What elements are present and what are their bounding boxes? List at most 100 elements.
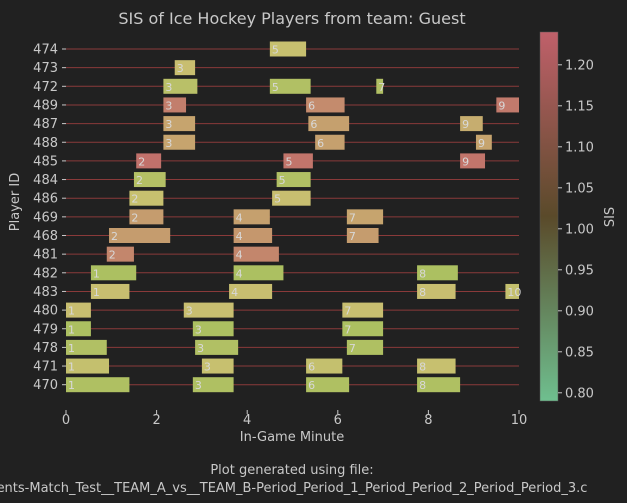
shift-label: 1 xyxy=(93,286,100,299)
colorbar-label: SIS xyxy=(603,207,618,227)
y-tick-label: 471 xyxy=(33,360,58,375)
shift-bar xyxy=(192,377,234,393)
shift-bar xyxy=(475,134,492,150)
footer-line-1: Plot generated using file: xyxy=(210,463,373,478)
shift-label: 4 xyxy=(236,249,243,262)
shift-bar xyxy=(269,78,311,94)
shift-label: 8 xyxy=(419,286,426,299)
shift-bar xyxy=(505,283,519,299)
shift-label: 5 xyxy=(272,44,279,57)
shift-label: 4 xyxy=(236,267,243,280)
y-tick-label: 478 xyxy=(33,341,58,356)
shift-bar xyxy=(233,246,279,262)
shift-label: 1 xyxy=(93,267,100,280)
shift-bar xyxy=(195,339,239,355)
y-tick-label: 489 xyxy=(33,98,58,113)
colorbar-tick-label: 1.15 xyxy=(565,99,594,114)
shift-bar xyxy=(109,228,171,243)
shift-bar xyxy=(346,209,384,225)
shift-label: 7 xyxy=(349,211,356,224)
shift-label: 3 xyxy=(195,323,202,336)
y-tick-label: 480 xyxy=(33,304,58,319)
shift-bar xyxy=(163,116,196,132)
shift-label: 7 xyxy=(349,342,356,355)
colorbar-tick-label: 1.00 xyxy=(565,222,594,237)
shift-bar xyxy=(133,172,166,188)
y-tick-label: 468 xyxy=(33,229,58,244)
y-tick-label: 472 xyxy=(33,80,58,95)
x-tick-label: 2 xyxy=(152,413,160,428)
shift-label: 4 xyxy=(236,230,243,243)
shift-label: 2 xyxy=(109,249,116,262)
shift-label: 3 xyxy=(165,99,172,112)
shift-label: 5 xyxy=(279,174,286,187)
shift-bar xyxy=(417,377,461,393)
shift-label: 1 xyxy=(68,305,75,318)
shift-bar xyxy=(283,153,313,169)
y-axis-label: Player ID xyxy=(8,173,23,231)
colorbar xyxy=(539,31,559,402)
shift-bar xyxy=(106,246,134,262)
chart-title: SIS of Ice Hockey Players from team: Gue… xyxy=(118,9,465,28)
shift-label: 6 xyxy=(308,99,315,112)
shift-bar xyxy=(306,97,345,113)
shift-label: 9 xyxy=(462,155,469,168)
colorbar-tick-label: 0.85 xyxy=(565,345,594,360)
shift-label: 1 xyxy=(68,342,75,355)
x-tick-label: 6 xyxy=(334,413,342,428)
shift-bar xyxy=(66,321,91,337)
shift-bar xyxy=(460,116,483,132)
shift-label: 2 xyxy=(111,230,118,243)
shift-bar xyxy=(233,209,270,225)
x-tick-label: 0 xyxy=(62,413,70,428)
shift-label: 9 xyxy=(498,99,505,112)
shift-bar xyxy=(163,97,187,113)
shift-label: 6 xyxy=(308,361,315,374)
shift-bar xyxy=(342,302,384,318)
shift-bar xyxy=(306,377,350,393)
shift-label: 3 xyxy=(165,81,172,94)
shift-label: 3 xyxy=(165,137,172,150)
colorbar-tick-label: 1.20 xyxy=(565,58,594,73)
shift-bar xyxy=(136,153,162,169)
y-tick-label: 485 xyxy=(33,154,58,169)
shift-label: 6 xyxy=(317,137,324,150)
shift-label: 3 xyxy=(204,361,211,374)
shift-label: 3 xyxy=(197,342,204,355)
shift-bar xyxy=(229,283,273,299)
shift-bar xyxy=(308,116,350,132)
shift-label: 3 xyxy=(177,62,184,75)
x-tick-label: 10 xyxy=(511,413,528,428)
shift-bar xyxy=(306,358,343,374)
shift-bar xyxy=(233,228,273,243)
y-tick-label: 486 xyxy=(33,192,58,207)
shift-label: 4 xyxy=(231,286,238,299)
shift-label: 7 xyxy=(378,81,385,94)
y-tick-label: 488 xyxy=(33,136,58,151)
shift-bar xyxy=(496,97,519,113)
shift-label: 7 xyxy=(349,230,356,243)
shift-bar xyxy=(174,60,196,76)
shift-bar xyxy=(163,78,198,94)
shift-label: 2 xyxy=(131,193,138,206)
y-tick-label: 479 xyxy=(33,322,58,337)
shift-label: 2 xyxy=(136,174,143,187)
y-tick-label: 470 xyxy=(33,378,58,393)
shift-bar xyxy=(346,228,379,243)
shift-bar xyxy=(269,41,307,57)
shift-label: 7 xyxy=(344,323,351,336)
shift-bar xyxy=(201,358,234,374)
shift-bar xyxy=(376,78,384,94)
shift-bar xyxy=(192,321,234,337)
shift-bar xyxy=(66,358,110,374)
shift-bar xyxy=(90,265,137,281)
shift-label: 9 xyxy=(462,118,469,131)
shift-label: 8 xyxy=(419,267,426,280)
shift-label: 6 xyxy=(310,118,317,131)
y-tick-label: 483 xyxy=(33,285,58,300)
shift-label: 3 xyxy=(195,379,202,392)
shift-label: 3 xyxy=(186,305,193,318)
shift-label: 6 xyxy=(308,379,315,392)
shift-bar xyxy=(460,153,486,169)
